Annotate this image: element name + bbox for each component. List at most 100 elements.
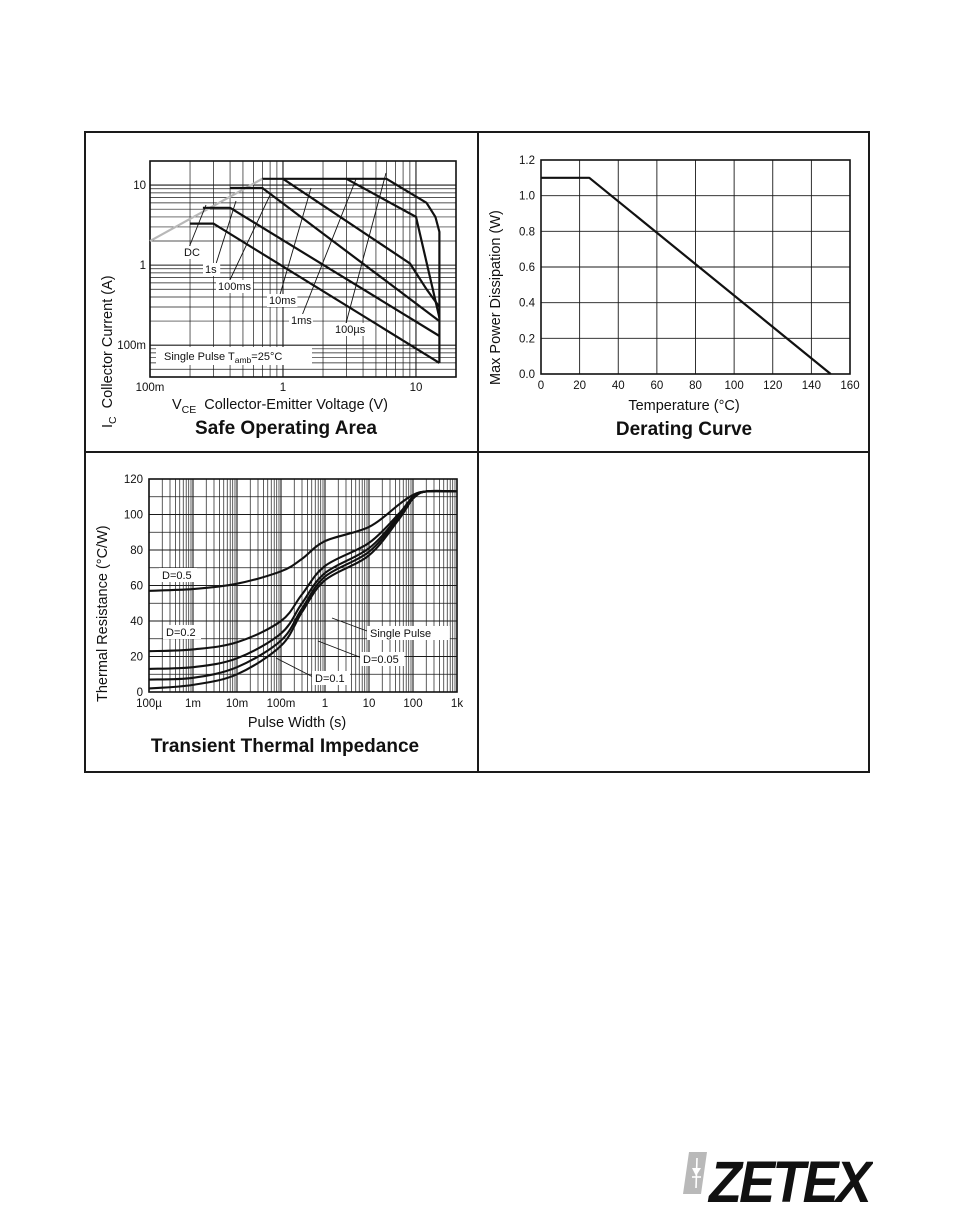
- logo-text: ZETEX: [707, 1150, 873, 1208]
- derating-plot-border: [540, 159, 851, 375]
- tti-x-tick-label: 10m: [226, 698, 248, 710]
- tti-y-tick-label: 120: [124, 474, 143, 486]
- tti-x-tick-label: 1: [322, 698, 328, 710]
- soa-curve-label-bg: [182, 246, 200, 259]
- soa-curve-label: 1ms: [291, 315, 312, 327]
- derating-series: [541, 176, 832, 375]
- derating-series-line: [541, 176, 832, 375]
- soa-curve-label: 1s: [205, 264, 217, 276]
- soa-leader-line: [214, 200, 237, 268]
- tti-grid: [148, 478, 458, 693]
- derating-y-tick-label: 0.2: [519, 333, 535, 345]
- diode-symbol-icon: [683, 1152, 707, 1194]
- derating-y-tick-label: 1.2: [519, 155, 535, 167]
- soa-leader-line: [227, 192, 272, 285]
- derating-y-axis-label: Max Power Dissipation (W): [488, 210, 504, 385]
- soa-series-line: [190, 222, 440, 364]
- tti-y-tick-label: 60: [130, 581, 143, 593]
- tti-curve-label: D=0.1: [315, 673, 345, 685]
- derating-x-tick-label: 40: [612, 380, 625, 392]
- derating-y-tick-label: 0.0: [519, 369, 535, 381]
- soa-y-tick-label: 100m: [117, 340, 146, 352]
- soa-curve-label-bg: [289, 314, 313, 327]
- derating-x-tick-label: 0: [538, 380, 544, 392]
- tti-y-tick-label: 40: [130, 616, 143, 628]
- soa-series-line: [262, 177, 441, 308]
- soa-annotation: Single Pulse Tamb=25°C: [164, 351, 282, 365]
- derating-y-tick-label: 1.0: [519, 191, 535, 203]
- soa-series-line: [346, 177, 441, 363]
- tti-curve-label: D=0.05: [363, 654, 399, 666]
- tti-plot-border: [148, 478, 458, 693]
- tti-tick-labels: 100µ 1m 10m 100m 1 10 100 1k 0 20 40 60 80 100 120: [124, 474, 464, 710]
- soa-annotation-bg: [156, 347, 312, 365]
- tti-x-tick-label: 100µ: [136, 698, 162, 710]
- derating-y-tick-label: 0.8: [519, 226, 535, 238]
- soa-gray-segment: [149, 177, 263, 242]
- tti-series-line: [148, 489, 458, 690]
- tti-curve-label-bg: [163, 625, 201, 639]
- derating-x-tick-label: 80: [689, 380, 702, 392]
- soa-plot-border: [149, 160, 457, 378]
- tti-curve-label-bg: [367, 626, 450, 640]
- tti-y-tick-label: 0: [137, 687, 143, 699]
- tti-x-tick-label: 100: [403, 698, 422, 710]
- tti-x-tick-label: 10: [363, 698, 376, 710]
- tti-y-tick-label: 80: [130, 545, 143, 557]
- soa-x-tick-label: 1: [280, 382, 286, 394]
- tti-curve-label-bg: [159, 568, 197, 582]
- derating-chart-title: Derating Curve: [616, 419, 752, 440]
- soa-curve-label: 100ms: [218, 281, 252, 293]
- tti-series: [148, 489, 458, 690]
- soa-curve-label: DC: [184, 247, 200, 259]
- soa-curve-label-bg: [267, 294, 298, 307]
- soa-series-line: [202, 206, 440, 337]
- soa-chart-title: Safe Operating Area: [195, 418, 377, 439]
- soa-leader-line: [187, 204, 207, 251]
- derating-curve-chart: 0 20 40 60 80 100 120 140 160 0.0 0.2 0.4 0.6 0.8 1.0 1…: [488, 155, 860, 440]
- derating-y-tick-label: 0.6: [519, 262, 535, 274]
- frame-horizontal-divider: [84, 451, 870, 453]
- soa-leader-line: [300, 178, 357, 319]
- soa-curve-label-bg: [203, 263, 221, 276]
- zetex-logo: ZETEX: [683, 1150, 878, 1215]
- tti-x-tick-label: 100m: [267, 698, 296, 710]
- tti-leader-line: [317, 640, 363, 659]
- tti-leader-line: [275, 657, 314, 678]
- derating-x-tick-label: 60: [650, 380, 663, 392]
- derating-x-axis-label: Temperature (°C): [628, 398, 739, 414]
- tti-y-tick-label: 100: [124, 510, 143, 522]
- soa-y-axis-label: ICCollector Current (A): [100, 275, 119, 428]
- tti-y-axis-label: Thermal Resistance (°C/W): [95, 525, 111, 702]
- derating-x-tick-label: 140: [802, 380, 821, 392]
- soa-y-tick-label: 1: [140, 260, 146, 272]
- derating-y-tick-label: 0.4: [519, 298, 536, 310]
- derating-tick-labels: 0 20 40 60 80 100 120 140 160 0.0 0.2 0.4 0.6 0.8 1.0 1…: [519, 155, 860, 392]
- soa-curve-label-bg: [216, 280, 253, 293]
- tti-curve-label-bg: [360, 652, 405, 666]
- tti-curve-label: D=0.5: [162, 570, 192, 582]
- tti-chart-title: Transient Thermal Impedance: [151, 736, 419, 757]
- soa-tick-labels: 100m 1 10 100m 1 10: [117, 180, 422, 394]
- soa-series-line: [283, 177, 441, 318]
- tti-curve-label: Single Pulse: [370, 628, 431, 640]
- tti-x-tick-label: 1m: [185, 698, 201, 710]
- soa-series-line: [230, 186, 441, 322]
- transient-thermal-impedance-chart: 100µ 1m 10m 100m 1 10 100 1k 0 20 40 60 80 100 120 D=0…: [95, 474, 464, 757]
- soa-leader-line: [278, 187, 312, 299]
- soa-curve-label: 10ms: [269, 295, 296, 307]
- tti-leader-line: [331, 617, 368, 632]
- derating-x-tick-label: 100: [725, 380, 744, 392]
- soa-x-tick-label: 10: [410, 382, 423, 394]
- tti-curve-label-bg: [312, 671, 350, 685]
- soa-y-tick-label: 10: [133, 180, 146, 192]
- soa-series: [190, 177, 441, 364]
- tti-x-tick-label: 1k: [451, 698, 463, 710]
- derating-x-tick-label: 20: [573, 380, 586, 392]
- tti-x-axis-label: Pulse Width (s): [248, 715, 346, 731]
- tti-curve-labels: D=0.5 D=0.2 D=0.1 D=0.05 Single Pulse: [159, 568, 450, 685]
- soa-curve-label: 100µs: [335, 324, 366, 336]
- derating-x-tick-label: 160: [840, 380, 859, 392]
- derating-grid: [540, 159, 851, 375]
